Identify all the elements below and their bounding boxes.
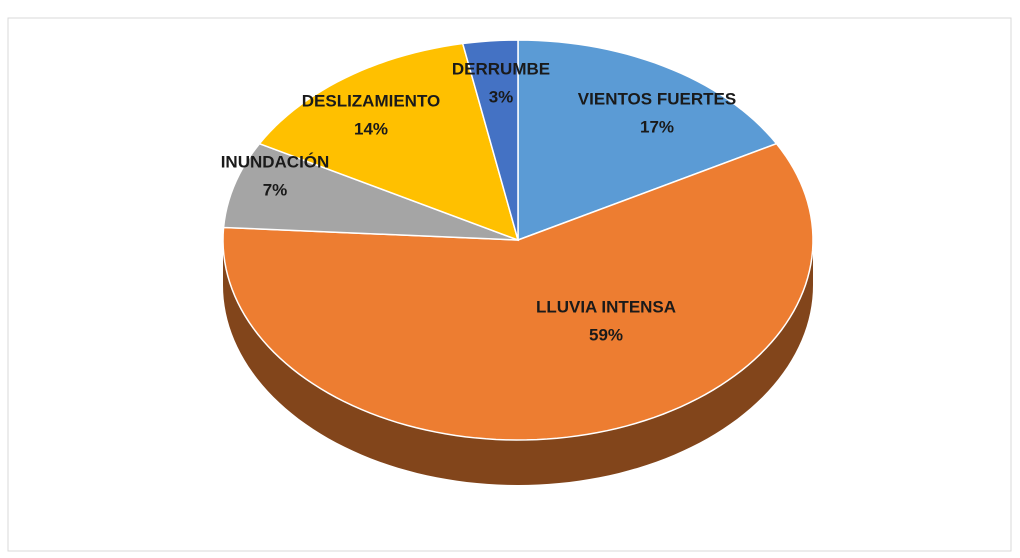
slice-value-label: 14% <box>354 119 388 138</box>
slice-value-label: 3% <box>489 87 514 106</box>
pie-slice <box>222 142 519 241</box>
pie-side <box>223 240 813 485</box>
pie-slice <box>517 39 778 242</box>
slice-value-label: 59% <box>589 325 623 344</box>
pie-slice <box>222 142 814 441</box>
slice-value-label: 17% <box>640 117 674 136</box>
slice-label: DESLIZAMIENTO <box>302 91 441 110</box>
pie-slice <box>461 39 519 241</box>
slice-label: INUNDACIÓN <box>221 152 330 171</box>
slice-value-label: 7% <box>263 180 288 199</box>
slice-label: DERRUMBE <box>452 59 550 78</box>
slice-label: VIENTOS FUERTES <box>578 89 736 108</box>
pie-slice <box>258 42 520 242</box>
slice-label: LLUVIA INTENSA <box>536 297 676 316</box>
